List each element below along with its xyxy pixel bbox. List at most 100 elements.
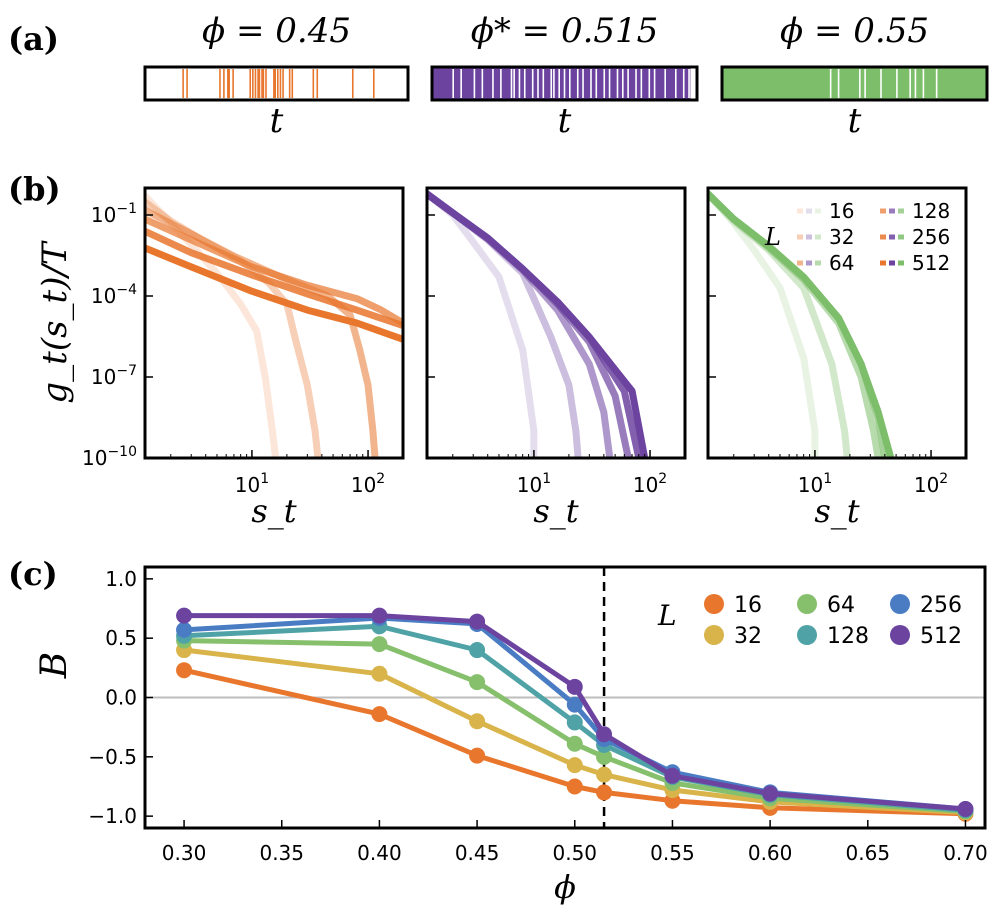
x-tick-label: 0.45	[455, 841, 500, 865]
binder-point-L16	[566, 778, 583, 795]
raster-title-1: ϕ = 0.45	[202, 11, 351, 51]
y-tick-label: 0.0	[105, 686, 137, 710]
x-tick-label: 101	[517, 471, 551, 497]
binder-point-L512	[566, 678, 583, 695]
y-tick-exp: −1	[116, 201, 137, 217]
legend-marker-L16	[704, 594, 724, 614]
x-tick-exp: 2	[376, 471, 385, 487]
binder-line-L512	[184, 613, 966, 812]
legend-label-L512: 512	[912, 251, 950, 275]
ylabel-c: B	[34, 652, 75, 679]
subplot-2-series	[427, 190, 649, 458]
x-tick-exp: 1	[823, 471, 832, 487]
legend-label-L256: 256	[920, 593, 962, 618]
legend-label-L32: 32	[829, 225, 854, 249]
panel-label-a: (a)	[8, 20, 59, 58]
binder-point-L512	[371, 607, 388, 624]
legend-marker-L512	[890, 625, 910, 645]
legend-marker-L128	[797, 625, 817, 645]
binder-point-L16	[176, 662, 193, 679]
legend-marker-L256	[890, 594, 910, 614]
binder-point-L64	[566, 735, 583, 752]
x-tick-label: 0.35	[259, 841, 304, 865]
binder-point-L32	[371, 665, 388, 682]
x-tick-exp: 1	[542, 471, 551, 487]
subplot-frame-3	[706, 186, 968, 460]
x-tick-label: 102	[351, 471, 385, 497]
legend-label-L256: 256	[912, 225, 950, 249]
legend-title-b: L	[764, 223, 781, 251]
binder-line-L64	[184, 638, 966, 814]
legend-label-L128: 128	[827, 624, 869, 649]
y-tick-exp: −10	[107, 444, 137, 460]
xlabel-1: s_t	[251, 492, 296, 530]
subplot-1-series	[145, 192, 403, 458]
x-tick-label: 0.70	[943, 841, 988, 865]
y-tick-exp: −7	[116, 363, 137, 379]
binder-point-L32	[469, 713, 486, 730]
binder-point-L512	[957, 801, 974, 818]
x-tick-label: 0.65	[846, 841, 891, 865]
legend-label-L16: 16	[734, 593, 762, 618]
x-tick-label: 0.50	[553, 841, 598, 865]
plot-frame-c	[143, 565, 987, 830]
raster-xlabel-1: t	[270, 101, 284, 141]
binder-point-L512	[664, 767, 681, 784]
legend-marker-L32	[704, 625, 724, 645]
y-tick-label: 0.5	[105, 626, 137, 650]
subplot-3-series	[708, 190, 895, 458]
y-tick-label: −0.5	[88, 745, 137, 769]
raster-title-3: ϕ = 0.55	[780, 11, 929, 51]
raster-bg-3	[722, 67, 987, 100]
binder-point-L256	[176, 621, 193, 638]
binder-point-L128	[469, 642, 486, 659]
binder-point-L16	[371, 706, 388, 723]
xlabel-2: s_t	[533, 492, 578, 530]
raster-frame-1	[143, 65, 410, 102]
dist-series-L512	[427, 190, 649, 458]
y-tick-label: 10−4	[91, 282, 137, 308]
y-tick-label: −1.0	[88, 804, 137, 828]
subplot-frame-1	[143, 186, 405, 460]
binder-point-L128	[566, 714, 583, 731]
legend-label-L64: 64	[827, 593, 855, 618]
binder-point-L512	[176, 607, 193, 624]
binder-line-L32	[183, 647, 966, 816]
ylabel-b: g_t(s_t)/T	[35, 240, 75, 404]
dist-series-L512	[145, 244, 403, 343]
panel-label-b: (b)	[8, 170, 61, 208]
subplot-frame-2	[425, 186, 687, 460]
y-tick-exp: −4	[116, 282, 137, 298]
y-tick-label: 1.0	[105, 567, 137, 591]
dist-series-L256	[145, 227, 403, 330]
xlabel-c: ϕ	[554, 868, 576, 906]
binder-line-L16	[183, 667, 966, 817]
binder-point-L512	[469, 613, 486, 630]
x-tick-label: 102	[914, 471, 948, 497]
binder-point-L64	[371, 636, 388, 653]
binder-point-L16	[596, 784, 613, 801]
panel-a-rasters: ϕ = 0.45 t ϕ* = 0.515 t ϕ = 0.55 t	[143, 11, 989, 141]
dist-series-L256	[708, 190, 895, 458]
legend-c: L 16 32 64 128 256 512	[657, 593, 962, 649]
dist-series-L16	[145, 192, 280, 458]
raster-dense-fill-2	[432, 67, 691, 100]
x-tick-label: 0.30	[162, 841, 207, 865]
x-tick-label: 102	[633, 471, 667, 497]
panel-c-binder-plot: 0.30 0.35 0.40 0.45 0.50 0.55 0.60 0.65 0.70 1.0 0…	[34, 565, 988, 906]
raster-frame-2	[430, 65, 699, 102]
dist-series-L32	[427, 190, 582, 458]
dist-series-L128	[427, 190, 632, 458]
binder-point-L256	[566, 696, 583, 713]
raster-title-2: ϕ* = 0.515	[471, 11, 659, 51]
raster-bg-1	[145, 67, 408, 100]
binder-point-L32	[596, 766, 613, 783]
legend-label-L64: 64	[829, 251, 854, 275]
dist-series-L128	[145, 215, 403, 327]
raster-frame-3	[720, 65, 989, 102]
x-tick-label: 0.40	[357, 841, 402, 865]
x-tick-label: 0.60	[748, 841, 793, 865]
y-tick-label: 10−10	[82, 444, 137, 470]
